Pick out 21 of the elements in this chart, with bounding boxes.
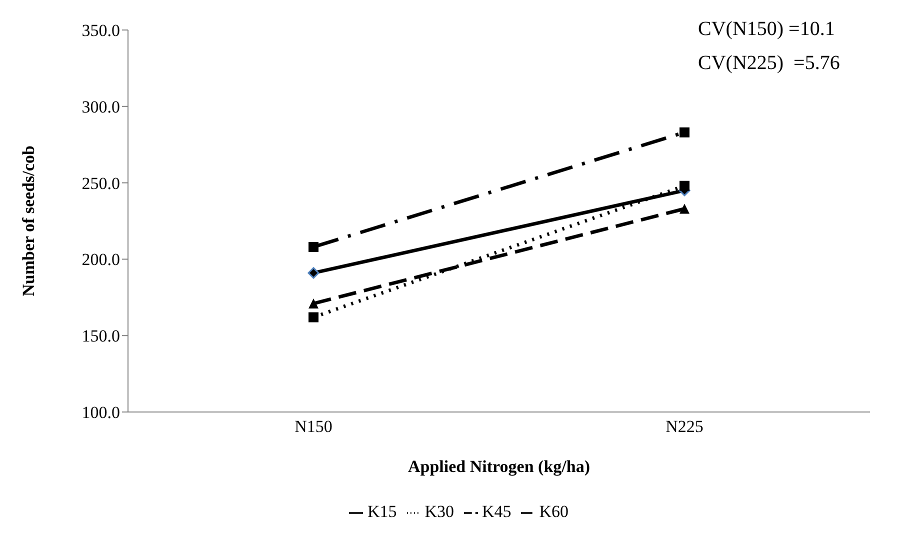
point <box>308 267 320 279</box>
point <box>680 127 690 138</box>
legend-label: K30 <box>424 502 454 521</box>
y-tick-label: 100.0 <box>82 403 120 422</box>
legend-label: K15 <box>367 502 397 521</box>
annotation: CV(N150) =10.1 <box>698 17 836 42</box>
y-tick-label: 300.0 <box>82 97 120 116</box>
y-tick-label: 150.0 <box>82 326 120 346</box>
y-axis-title: Number of seeds/cob <box>19 146 38 296</box>
x-tick-label: N150 <box>294 417 332 436</box>
point <box>680 180 690 191</box>
point <box>308 312 318 322</box>
legend-label: K45 <box>482 502 512 521</box>
annotation: CV(N225) =5.76 <box>698 51 840 76</box>
x-axis-title: Applied Nitrogen (kg/ha) <box>408 457 590 476</box>
y-tick-label: 200.0 <box>82 250 120 270</box>
y-tick-label: 350.0 <box>82 21 120 40</box>
y-tick-label: 250.0 <box>82 174 120 193</box>
legend-label: K60 <box>539 502 569 521</box>
x-tick-label: N225 <box>666 417 704 436</box>
point <box>308 242 318 252</box>
